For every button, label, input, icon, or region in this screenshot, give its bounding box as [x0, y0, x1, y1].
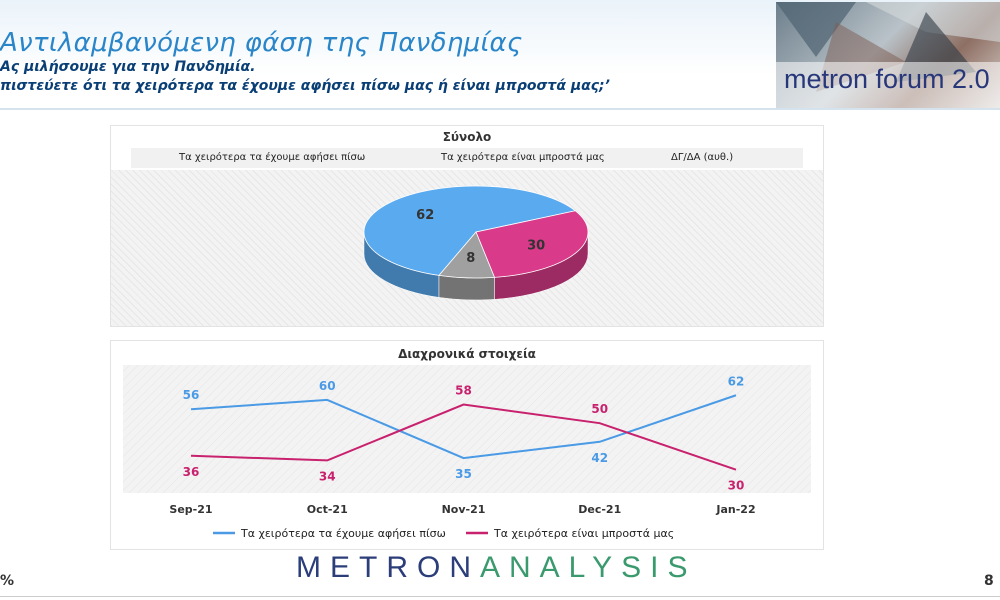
pie-slice-side-2-0: [438, 275, 495, 301]
brand-part1: METRON: [296, 551, 480, 584]
pie-plot-area: 62 30 8: [111, 170, 823, 326]
pie-legend-item-dk: ΔΓ/ΔΑ (αυθ.): [671, 152, 734, 163]
data-label-s1-4: 30: [728, 479, 745, 493]
x-tick-label-3: Dec-21: [578, 503, 621, 516]
line-chart-panel: Διαχρονικά στοιχεία Sep-21 Oct-21 Nov-21 De…: [110, 340, 824, 550]
slide-title: Αντιλαμβανόμενη φάση της Πανδημίας: [0, 28, 523, 58]
pie-chart-title: Σύνολο: [442, 130, 492, 144]
x-tick-label-2: Nov-21: [442, 503, 486, 516]
line-legend-label-1: Τα χειρότερα είναι μπροστά μας: [493, 527, 674, 540]
data-label-s0-0: 56: [183, 388, 200, 402]
footer-divider: [0, 596, 1000, 597]
data-label-s0-2: 35: [455, 467, 472, 481]
slide-subtitle: Ας μιλήσουμε για την Πανδημία.: [0, 59, 256, 75]
x-tick-label-1: Oct-21: [307, 503, 348, 516]
brand-part2: ANALYSIS: [480, 551, 697, 584]
metron-forum-logo: metron forum 2.0: [776, 2, 1000, 108]
logo-photo-graphic: [776, 2, 1000, 108]
data-label-s0-1: 60: [319, 379, 336, 393]
survey-question: πιστεύετε ότι τα χειρότερα τα έχουμε αφή…: [0, 78, 610, 94]
series-line-0: [190, 394, 737, 460]
line-legend-label-0: Τα χειρότερα τα έχουμε αφήσει πίσω: [240, 527, 446, 540]
data-label-s0-4: 62: [728, 374, 745, 388]
line-chart: Sep-21 Oct-21 Nov-21 Dec-21 Jan-22 56 60 35 42 62…: [123, 365, 811, 540]
pie-legend-item-ahead: Τα χειρότερα είναι μπροστά μας: [441, 152, 605, 163]
data-label-s1-1: 34: [319, 469, 336, 483]
metron-analysis-logo: METRONANALYSIS: [296, 551, 697, 585]
data-label-s1-2: 58: [455, 384, 472, 398]
pie-legend-item-behind: Τα χειρότερα τα έχουμε αφήσει πίσω: [179, 152, 366, 163]
series-line-1: [190, 403, 737, 471]
data-label-s1-3: 50: [591, 402, 608, 416]
pie-data-label-1: 30: [527, 238, 545, 253]
data-label-s1-0: 36: [183, 465, 200, 479]
pie-data-label-0: 62: [416, 208, 434, 223]
pie-slice-2: [438, 231, 496, 279]
line-chart-title: Διαχρονικά στοιχεία: [398, 347, 536, 361]
pie-slice-1: [475, 210, 589, 278]
logo-text: metron forum 2.0: [784, 64, 990, 94]
x-tick-label-0: Sep-21: [169, 503, 212, 516]
pie-legend: Τα χειρότερα τα έχουμε αφήσει πίσω Τα χε…: [131, 148, 803, 168]
pie-chart: 62 30 8: [363, 185, 589, 301]
pie-chart-panel: Σύνολο Τα χειρότερα τα έχουμε αφήσει πίσ…: [110, 125, 824, 327]
pie-data-label-2: 8: [466, 251, 475, 266]
page-number: 8: [984, 573, 994, 589]
line-plot-hatch: [123, 365, 811, 493]
pie-slice-0: [363, 185, 577, 276]
percent-symbol: %: [0, 573, 15, 589]
slide-header: Αντιλαμβανόμενη φάση της Πανδημίας Ας μι…: [0, 0, 1000, 110]
x-tick-label-4: Jan-22: [715, 503, 755, 516]
data-label-s0-3: 42: [591, 451, 608, 465]
